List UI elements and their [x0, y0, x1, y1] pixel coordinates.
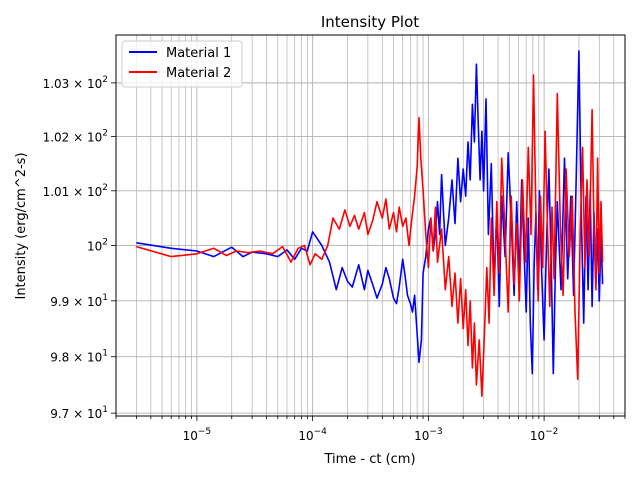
legend-label: Material 2 [166, 66, 231, 81]
legend-label: Material 1 [166, 46, 231, 61]
y-tick-label: 1.02 × 102 [43, 129, 108, 145]
axis-ticks: 10−5 10−4 10−3 10−2 9.7 × 101 9.8 × 101 9.9 × … [43, 75, 626, 443]
x-axis-label: Time - ct (cm) [323, 452, 415, 467]
x-tick-label: 10−3 [414, 427, 443, 443]
x-tick-label: 10−5 [183, 427, 212, 443]
y-tick-label: 102 [87, 238, 108, 254]
legend: Material 1 Material 2 [121, 40, 243, 88]
plot-frame [115, 34, 626, 417]
series-line-material-2 [136, 74, 604, 398]
series-line-material-1 [136, 50, 604, 375]
grid [115, 35, 626, 416]
y-tick-label: 9.7 × 101 [50, 405, 108, 421]
chart-title: Intensity Plot [321, 13, 419, 31]
y-axis-label: Intensity (erg/cm^2-s) [14, 152, 29, 299]
data-series [136, 50, 604, 398]
y-tick-label: 9.8 × 101 [50, 349, 108, 365]
x-tick-label: 10−2 [530, 427, 559, 443]
x-tick-label: 10−4 [298, 427, 327, 443]
y-tick-label: 9.9 × 101 [50, 293, 108, 309]
y-tick-label: 1.03 × 102 [43, 75, 108, 91]
y-tick-label: 1.01 × 102 [43, 183, 108, 199]
